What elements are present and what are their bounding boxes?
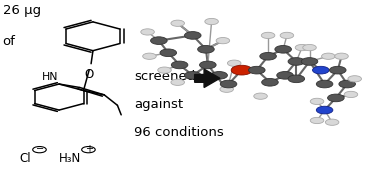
Circle shape [261, 32, 275, 38]
Text: −: − [36, 144, 44, 154]
Circle shape [313, 66, 329, 74]
Circle shape [288, 58, 305, 65]
Circle shape [262, 78, 278, 86]
Text: O: O [85, 68, 94, 82]
Circle shape [275, 46, 291, 53]
Circle shape [325, 119, 339, 125]
Circle shape [228, 60, 241, 66]
Circle shape [316, 106, 333, 114]
Circle shape [344, 91, 358, 98]
Circle shape [295, 44, 309, 51]
Circle shape [184, 72, 201, 79]
Circle shape [171, 20, 184, 26]
Circle shape [339, 80, 355, 88]
Circle shape [200, 61, 216, 69]
Text: +: + [85, 144, 93, 154]
Circle shape [260, 52, 276, 60]
Polygon shape [195, 69, 220, 88]
Circle shape [303, 44, 316, 51]
Circle shape [277, 72, 293, 79]
Circle shape [220, 86, 234, 92]
Circle shape [143, 53, 156, 59]
Text: of: of [3, 35, 15, 48]
Circle shape [211, 72, 228, 79]
Circle shape [335, 53, 348, 59]
Circle shape [216, 37, 230, 44]
Circle shape [280, 32, 294, 38]
Text: HN: HN [42, 72, 58, 82]
Circle shape [254, 93, 267, 99]
Text: screened: screened [135, 70, 196, 83]
Circle shape [316, 80, 333, 88]
Circle shape [158, 67, 171, 73]
Circle shape [310, 98, 324, 104]
Circle shape [184, 32, 201, 39]
Circle shape [160, 49, 177, 57]
Circle shape [141, 29, 154, 35]
Text: H₃N: H₃N [59, 152, 82, 165]
Circle shape [328, 94, 344, 102]
Circle shape [248, 66, 265, 74]
Circle shape [330, 66, 346, 74]
Circle shape [205, 18, 218, 25]
Text: against: against [135, 98, 183, 111]
Circle shape [171, 79, 184, 85]
Circle shape [198, 46, 214, 53]
Circle shape [348, 76, 361, 82]
Circle shape [171, 61, 188, 69]
Circle shape [288, 75, 305, 83]
Text: 26 μg: 26 μg [3, 4, 41, 17]
Circle shape [231, 65, 252, 75]
Circle shape [220, 80, 237, 88]
Circle shape [301, 58, 318, 65]
Circle shape [310, 117, 324, 124]
Text: 96 conditions: 96 conditions [135, 126, 224, 139]
Text: Cl: Cl [19, 152, 31, 165]
Circle shape [322, 53, 335, 59]
Circle shape [150, 37, 167, 44]
